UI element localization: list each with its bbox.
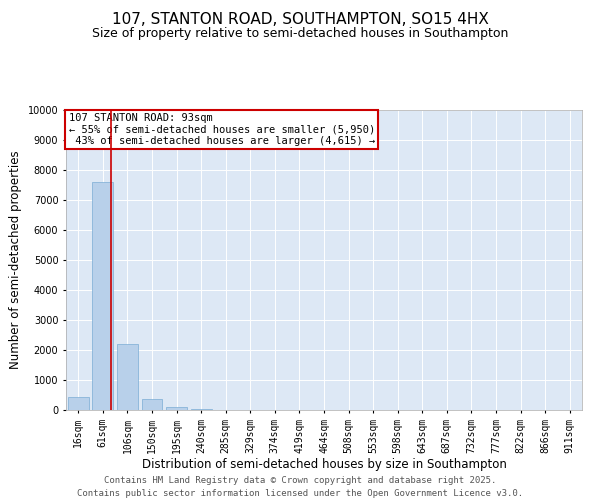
Bar — [92, 182, 113, 410]
X-axis label: Distribution of semi-detached houses by size in Southampton: Distribution of semi-detached houses by … — [142, 458, 506, 471]
Y-axis label: Number of semi-detached properties: Number of semi-detached properties — [9, 150, 22, 370]
Bar — [117, 344, 138, 410]
Bar — [166, 406, 187, 410]
Text: 107, STANTON ROAD, SOUTHAMPTON, SO15 4HX: 107, STANTON ROAD, SOUTHAMPTON, SO15 4HX — [112, 12, 488, 28]
Bar — [68, 397, 89, 410]
Text: Contains HM Land Registry data © Crown copyright and database right 2025.
Contai: Contains HM Land Registry data © Crown c… — [77, 476, 523, 498]
Bar — [142, 398, 163, 410]
Text: Size of property relative to semi-detached houses in Southampton: Size of property relative to semi-detach… — [92, 28, 508, 40]
Text: 107 STANTON ROAD: 93sqm
← 55% of semi-detached houses are smaller (5,950)
 43% o: 107 STANTON ROAD: 93sqm ← 55% of semi-de… — [68, 113, 375, 146]
